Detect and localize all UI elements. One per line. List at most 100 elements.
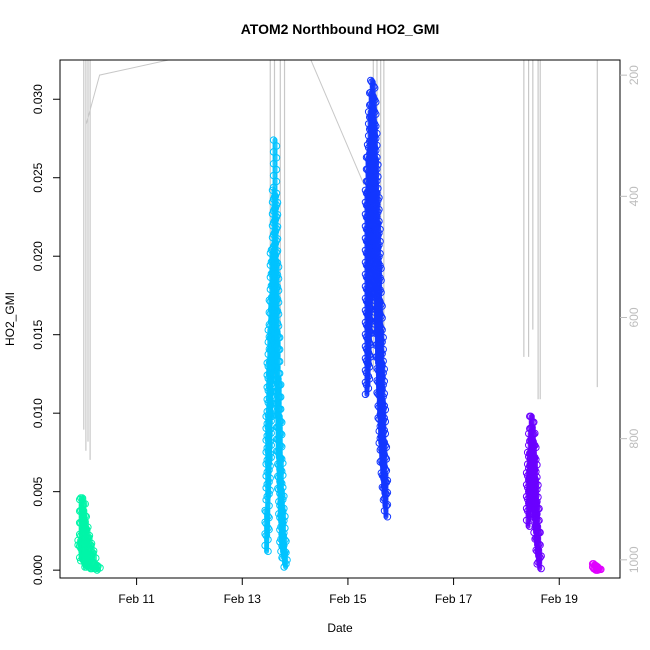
data-point (376, 249, 384, 258)
data-point (369, 104, 377, 112)
data-point (381, 406, 390, 414)
data-point (276, 477, 284, 486)
data-point (283, 556, 291, 564)
data-point (381, 429, 390, 438)
data-point (529, 437, 537, 446)
data-point (278, 430, 286, 439)
data-point (272, 363, 281, 372)
data-point (376, 225, 384, 234)
data-point (269, 136, 278, 144)
data-point (274, 399, 282, 407)
data-point (277, 381, 285, 389)
data-point (370, 123, 378, 132)
data-point (274, 298, 283, 307)
data-point (369, 92, 377, 100)
data-point (374, 161, 382, 169)
data-point (378, 302, 386, 310)
y-tick-label: 0.005 (31, 476, 45, 506)
data-point (272, 327, 281, 336)
right-tick-label: 800 (627, 428, 641, 448)
data-point (87, 541, 95, 549)
y-tick-label: 0.020 (31, 241, 45, 271)
data-point (373, 141, 381, 150)
data-point (275, 345, 284, 354)
data-point (371, 84, 379, 92)
data-point (382, 443, 391, 451)
data-point (272, 165, 281, 174)
data-point (380, 377, 388, 385)
data-point (372, 110, 380, 118)
data-point (272, 177, 281, 186)
data-point (378, 423, 387, 432)
data-point (531, 475, 539, 483)
y-axis: 0.000 0.005 0.010 0.015 0.020 0.025 0.030 (31, 84, 60, 585)
data-point (379, 333, 387, 342)
data-point (370, 147, 378, 155)
data-point (269, 160, 278, 168)
data-point (282, 537, 290, 545)
data-point (372, 98, 380, 106)
data-point (380, 389, 388, 398)
series-3 (361, 76, 392, 521)
series-5 (588, 560, 605, 574)
data-point (380, 507, 389, 515)
data-point (275, 436, 283, 445)
x-tick-label: Feb 11 (118, 592, 155, 606)
data-point (374, 172, 382, 181)
series-2 (261, 136, 291, 571)
data-connector (268, 380, 274, 417)
right-tick-label: 400 (627, 186, 641, 206)
data-point (274, 387, 282, 395)
y-tick-label: 0.015 (31, 319, 45, 349)
data-point (274, 274, 283, 283)
series-4 (522, 412, 545, 573)
data-point (281, 524, 289, 532)
data-connector (367, 333, 373, 364)
data-point (79, 506, 88, 515)
data-point (372, 211, 380, 220)
data-point (527, 412, 535, 421)
data-point (269, 183, 278, 192)
data-point (528, 423, 536, 432)
right-axis: 200 400 600 800 1000 (620, 65, 641, 573)
y-tick-label: 0.000 (31, 555, 45, 585)
pressure-path (85, 59, 373, 186)
data-point (369, 116, 377, 124)
chart-title: ATOM2 Northbound HO2_GMI (241, 21, 440, 37)
data-point (376, 327, 384, 336)
data-point (377, 276, 385, 285)
data-point (537, 564, 545, 573)
data-point (276, 465, 284, 473)
pressure-layer (83, 59, 598, 460)
data-point (93, 566, 101, 574)
data-point (533, 461, 541, 469)
data-point (276, 453, 284, 461)
data-point (532, 510, 540, 519)
data-point (274, 263, 283, 271)
data-point (274, 286, 283, 295)
data-point (270, 204, 279, 213)
data-point (273, 198, 282, 207)
data-connector (366, 362, 372, 386)
data-point (535, 504, 543, 513)
data-point (273, 235, 282, 243)
data-point (533, 535, 541, 543)
data-point (380, 494, 389, 503)
data-point (372, 188, 380, 196)
data-point (379, 437, 388, 446)
data-point (379, 345, 387, 354)
data-point (532, 443, 540, 452)
data-point (374, 270, 382, 279)
data-connector (265, 496, 271, 536)
data-point (269, 148, 278, 156)
data-point (81, 517, 89, 526)
data-point (380, 482, 389, 491)
data-point (278, 418, 286, 427)
data-point (279, 531, 287, 540)
data-point (277, 405, 285, 413)
y-tick-label: 0.010 (31, 398, 45, 428)
data-connector (368, 298, 374, 334)
data-point (275, 424, 283, 433)
right-tick-label: 600 (627, 307, 641, 327)
